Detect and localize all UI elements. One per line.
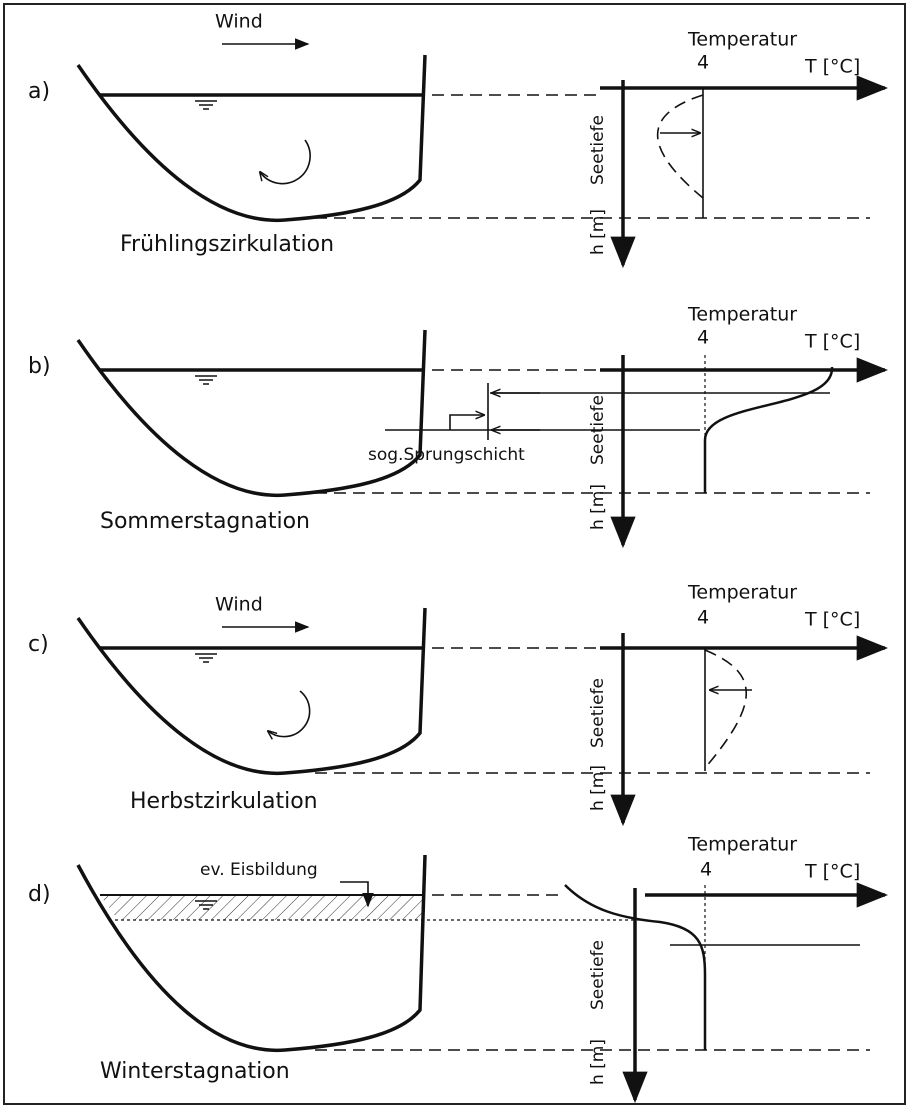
profile-change <box>658 95 703 198</box>
depth-label: Seetiefe <box>588 395 608 465</box>
temperature-title: Temperatur <box>687 582 797 604</box>
panel-label: d) <box>28 882 51 907</box>
depth-label: Seetiefe <box>588 678 608 748</box>
depth-unit: h [m] <box>588 1039 608 1085</box>
caption: Winterstagnation <box>100 1059 290 1084</box>
panel-label: a) <box>28 79 50 104</box>
wind-label: Wind <box>215 11 263 33</box>
t-axis-label: T [°C] <box>804 861 860 883</box>
lake-basin <box>78 608 425 773</box>
annotation: ev. Eisbildung <box>200 860 318 880</box>
panel-b: b) Sommerstagnation sog.Sprungschicht Te… <box>28 304 885 546</box>
panel-label: b) <box>28 354 51 379</box>
water-symbol <box>195 376 217 384</box>
circulation <box>260 140 310 184</box>
depth-unit: h [m] <box>588 765 608 811</box>
circulation <box>268 691 310 737</box>
t-axis-label: T [°C] <box>804 609 860 631</box>
profile <box>705 367 832 493</box>
depth-label: Seetiefe <box>588 115 608 185</box>
lake-basin <box>78 55 425 220</box>
ice-hatch <box>100 895 425 920</box>
diagram: a) Wind Frühlingszirkulation Temperatur … <box>0 0 909 1108</box>
panel-c: c) Wind Herbstzirkulation Temperatur 4 T… <box>28 582 885 824</box>
depth-unit: h [m] <box>588 484 608 530</box>
tick-label: 4 <box>697 607 709 629</box>
tick-label: 4 <box>700 859 712 881</box>
water-symbol <box>195 654 217 662</box>
depth-unit: h [m] <box>588 209 608 255</box>
water-symbol <box>195 101 217 109</box>
temperature-title: Temperatur <box>687 834 797 856</box>
temperature-title: Temperatur <box>687 29 797 51</box>
tick-label: 4 <box>697 327 709 349</box>
panel-a: a) Wind Frühlingszirkulation Temperatur … <box>28 11 885 266</box>
profile-change <box>705 650 746 768</box>
depth-label: Seetiefe <box>588 940 608 1010</box>
annotation: sog.Sprungschicht <box>368 445 525 465</box>
frame <box>4 4 905 1104</box>
panel-d: d) ev. Eisbildung Winterstagnation Tempe… <box>28 834 885 1101</box>
temperature-title: Temperatur <box>687 304 797 326</box>
lake-basin <box>78 855 425 1050</box>
t-axis-label: T [°C] <box>804 56 860 78</box>
panel-label: c) <box>28 632 49 657</box>
caption: Herbstzirkulation <box>130 789 318 814</box>
lake-basin <box>78 330 425 495</box>
t-axis-label: T [°C] <box>804 331 860 353</box>
caption: Sommerstagnation <box>100 509 310 534</box>
tick-label: 4 <box>697 52 709 74</box>
wind-label: Wind <box>215 594 263 616</box>
caption: Frühlingszirkulation <box>120 232 334 257</box>
annotation-arrow <box>450 415 484 430</box>
